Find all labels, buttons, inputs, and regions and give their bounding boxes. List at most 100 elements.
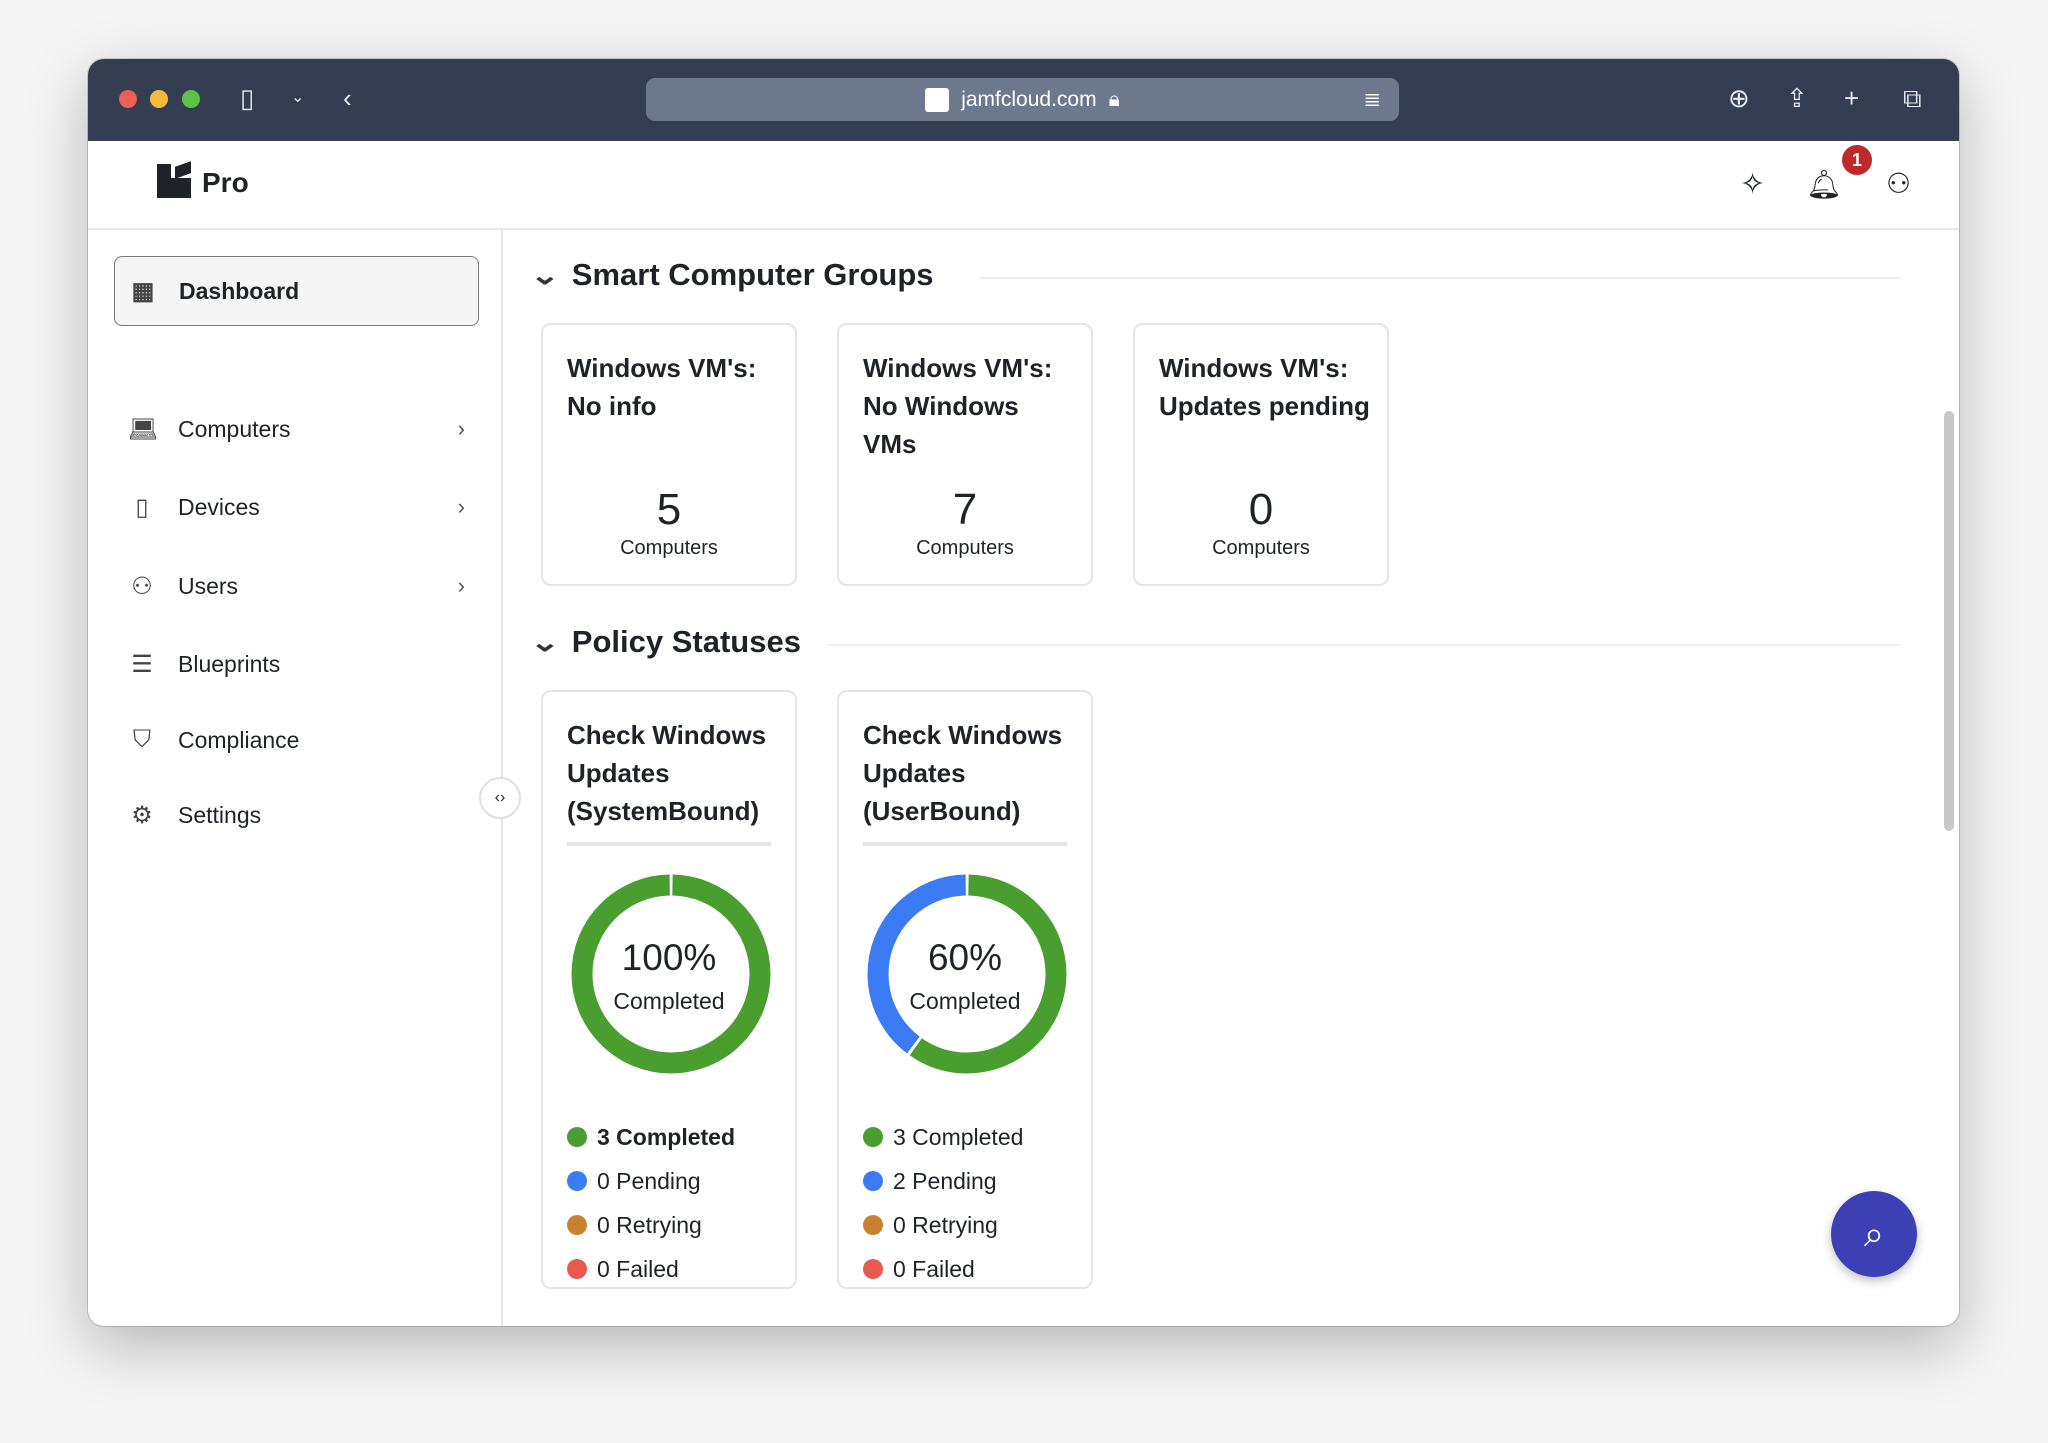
- product-name: Pro: [202, 167, 249, 198]
- sidebar-item-devices[interactable]: ▯ Devices ›: [114, 472, 479, 542]
- status-dot: [863, 1171, 883, 1191]
- url-text: jamfcloud.com: [961, 87, 1097, 111]
- policy-title: Check Windows Updates (UserBound): [863, 720, 1063, 826]
- completion-donut: [571, 874, 771, 1074]
- sliders-icon: ☰: [131, 650, 153, 678]
- download-icon[interactable]: ⊕: [1728, 83, 1750, 113]
- reader-icon[interactable]: ≣: [1363, 88, 1381, 111]
- count-unit: Computers: [1212, 537, 1310, 559]
- legend-item-retrying: 0 Retrying: [567, 1203, 735, 1247]
- smart-group-card[interactable]: Windows VM's: Updates pending 0 Computer…: [1133, 323, 1389, 586]
- sidebar-item-computers[interactable]: 💻︎ Computers ›: [114, 394, 479, 464]
- divider: [828, 644, 1900, 646]
- legend-label: 3 Completed: [597, 1123, 736, 1150]
- percent-completed: 100%: [621, 937, 717, 978]
- legend-label: 0 Retrying: [893, 1211, 998, 1238]
- chevron-right-icon: ›: [457, 573, 465, 598]
- chevron-down-icon[interactable]: ⌄: [291, 89, 305, 106]
- card-title: Windows VM's: No Windows VMs: [863, 353, 1053, 459]
- status-dot: [863, 1215, 883, 1235]
- sidebar-item-settings[interactable]: ⚙ Settings: [114, 780, 479, 850]
- zoom-window-button[interactable]: [182, 90, 200, 108]
- chevron-right-icon: ›: [457, 494, 465, 519]
- sparkle-icon[interactable]: ✧: [1740, 168, 1766, 201]
- browser-window: ▯ ⌄ ‹ jamfcloud.com 🔒︎ ≣ ⊕ ⇪ + ⧉ Pro ✧ 🔔…: [88, 59, 1959, 1326]
- percent-completed: 60%: [927, 937, 1003, 978]
- legend-label: 3 Completed: [893, 1123, 1024, 1150]
- sidebar-item-users[interactable]: ⚇ Users ›: [114, 551, 479, 621]
- back-icon[interactable]: ‹: [343, 83, 352, 113]
- donut-segment-completed: [571, 874, 771, 1074]
- smart-group-card[interactable]: Windows VM's: No Windows VMs 7 Computers: [837, 323, 1093, 586]
- legend-label: 0 Pending: [597, 1167, 701, 1194]
- scrollbar[interactable]: [1944, 411, 1954, 831]
- divider: [980, 277, 1900, 279]
- sidebar-item-label: Blueprints: [178, 650, 281, 677]
- percent-label: Completed: [613, 988, 725, 1014]
- status-dot: [567, 1259, 587, 1279]
- user-icon[interactable]: ⚇: [1886, 168, 1912, 199]
- computer-count: 0: [1248, 485, 1274, 534]
- status-dot: [567, 1215, 587, 1235]
- chevron-down-icon: ⌄: [529, 626, 561, 657]
- sidebar-item-label: Settings: [178, 801, 262, 828]
- collapse-sidebar-button[interactable]: ‹›: [479, 777, 521, 819]
- notification-badge: 1: [1842, 145, 1872, 175]
- sidebar-item-label: Dashboard: [179, 277, 300, 304]
- section-title: Policy Statuses: [571, 624, 801, 659]
- dashboard-icon: ▦: [131, 277, 155, 305]
- search-assistant-button[interactable]: ⌕: [1831, 1191, 1917, 1277]
- status-dot: [863, 1259, 883, 1279]
- chevron-down-icon: ⌄: [529, 259, 561, 290]
- donut-segment-pending: [867, 874, 1067, 1074]
- app-header: Pro ✧ 🔔︎ 1 ⚇: [88, 141, 1959, 230]
- gear-icon: ⚙: [131, 801, 153, 829]
- status-dot: [567, 1171, 587, 1191]
- minimize-window-button[interactable]: [150, 90, 168, 108]
- count-unit: Computers: [620, 537, 718, 559]
- close-window-button[interactable]: [119, 90, 137, 108]
- bell-icon[interactable]: 🔔︎: [1806, 169, 1842, 200]
- section-header-smart-groups[interactable]: ⌄ Smart Computer Groups: [530, 257, 934, 293]
- smart-group-card[interactable]: Windows VM's: No info 5 Computers: [541, 323, 797, 586]
- search-window-icon: ⌕: [1863, 1213, 1885, 1254]
- new-tab-icon[interactable]: +: [1844, 83, 1860, 113]
- policy-status-card[interactable]: Check Windows Updates (SystemBound) 100%…: [541, 690, 797, 1289]
- shield-icon: ⛉: [133, 726, 151, 753]
- legend-label: 0 Failed: [893, 1255, 975, 1282]
- browser-toolbar: ▯ ⌄ ‹ jamfcloud.com 🔒︎ ≣ ⊕ ⇪ + ⧉: [88, 59, 1959, 141]
- section-title: Smart Computer Groups: [571, 257, 934, 292]
- computer-count: 5: [656, 485, 682, 534]
- users-icon: ⚇: [131, 572, 153, 600]
- legend-item-pending: 2 Pending: [863, 1159, 1023, 1203]
- donut-segment-completed: [867, 874, 1067, 1074]
- address-bar[interactable]: jamfcloud.com 🔒︎ ≣: [646, 78, 1399, 121]
- tabs-overview-icon[interactable]: ⧉: [1903, 83, 1922, 113]
- policy-status-card[interactable]: Check Windows Updates (UserBound) 60% Co…: [837, 690, 1093, 1289]
- card-title: Windows VM's: Updates pending: [1159, 353, 1370, 421]
- legend-item-failed: 0 Failed: [863, 1247, 1023, 1291]
- share-icon[interactable]: ⇪: [1786, 83, 1808, 113]
- computer-count: 7: [952, 485, 978, 534]
- jamf-logo[interactable]: [157, 161, 191, 198]
- section-header-policy-statuses[interactable]: ⌄ Policy Statuses: [530, 624, 801, 660]
- legend-label: 2 Pending: [893, 1167, 997, 1194]
- chevron-right-icon: ›: [457, 416, 465, 441]
- completion-donut: [867, 874, 1067, 1074]
- legend-label: 0 Failed: [597, 1255, 679, 1282]
- sidebar-toggle-icon[interactable]: ▯: [240, 83, 255, 113]
- sidebar-item-label: Computers: [178, 415, 291, 442]
- legend-item-completed: 3 Completed: [567, 1115, 735, 1159]
- status-legend: 3 Completed 0 Pending 0 Retrying 0 Failed: [567, 1115, 735, 1291]
- sidebar-item-compliance[interactable]: ⛉ Compliance: [114, 705, 479, 775]
- sidebar-item-dashboard[interactable]: ▦ Dashboard: [114, 256, 479, 326]
- sidebar-item-blueprints[interactable]: ☰ Blueprints: [114, 629, 479, 699]
- sidebar-item-label: Compliance: [178, 726, 300, 753]
- devices-icon: ▯: [135, 493, 149, 521]
- divider: [567, 842, 771, 846]
- sidebar: ▦ Dashboard 💻︎ Computers › ▯ Devices › ⚇ Users › ☰ B…: [88, 230, 503, 1326]
- legend-label: 0 Retrying: [597, 1211, 702, 1238]
- status-dot: [863, 1127, 883, 1147]
- site-favicon-icon: [925, 87, 950, 112]
- legend-item-completed: 3 Completed: [863, 1115, 1023, 1159]
